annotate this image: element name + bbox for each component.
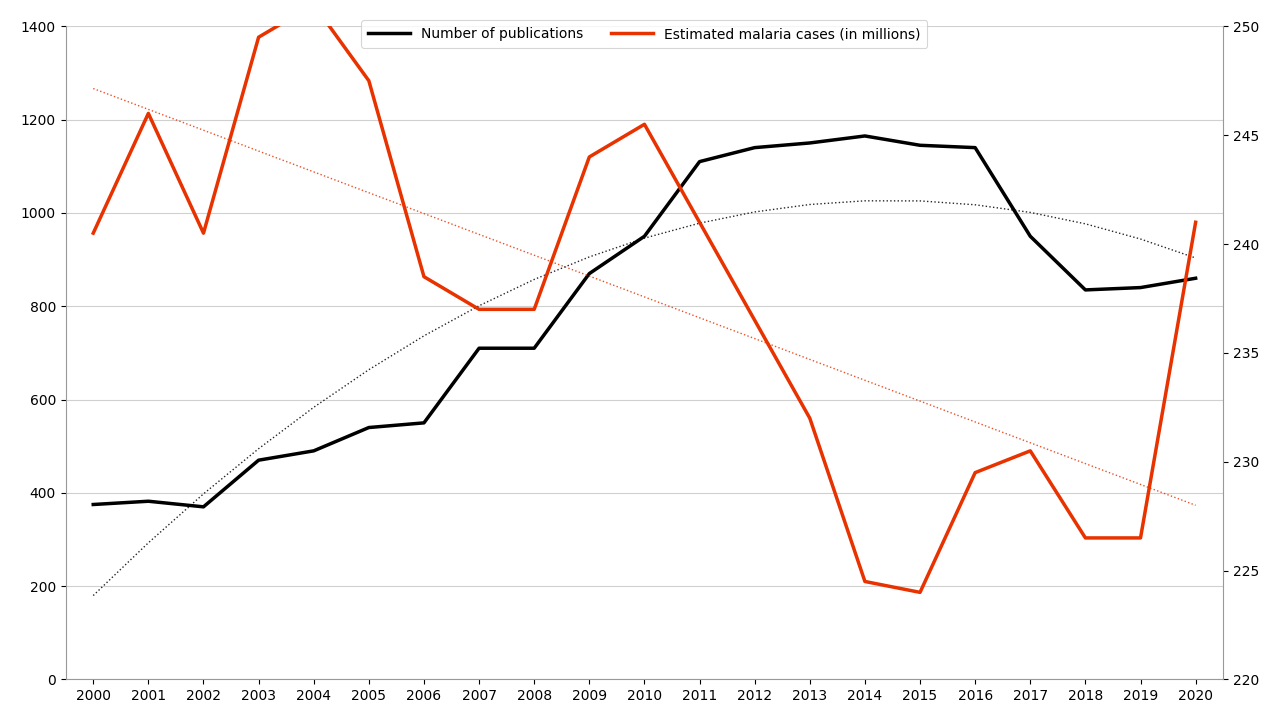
Estimated malaria cases (in millions) xyxy=(692,218,708,227)
Number of publications xyxy=(306,447,321,455)
Estimated malaria cases (in millions) xyxy=(251,33,266,41)
Estimated malaria cases (in millions) xyxy=(361,77,376,85)
Number of publications xyxy=(196,502,211,511)
Estimated malaria cases (in millions) xyxy=(526,305,541,313)
Estimated malaria cases (in millions) xyxy=(858,577,873,586)
Number of publications xyxy=(748,143,763,152)
Estimated malaria cases (in millions) xyxy=(471,305,486,313)
Number of publications xyxy=(1188,274,1203,282)
Estimated malaria cases (in millions) xyxy=(1133,534,1148,542)
Estimated malaria cases (in millions) xyxy=(636,120,652,129)
Estimated malaria cases (in millions) xyxy=(1078,534,1093,542)
Number of publications xyxy=(141,497,156,505)
Number of publications xyxy=(471,344,486,353)
Number of publications xyxy=(692,157,708,166)
Estimated malaria cases (in millions) xyxy=(416,272,431,281)
Number of publications xyxy=(1023,232,1038,240)
Estimated malaria cases (in millions) xyxy=(1188,218,1203,227)
Estimated malaria cases (in millions) xyxy=(86,229,101,237)
Number of publications xyxy=(636,232,652,240)
Line: Estimated malaria cases (in millions): Estimated malaria cases (in millions) xyxy=(93,4,1196,592)
Estimated malaria cases (in millions) xyxy=(913,588,928,597)
Number of publications xyxy=(86,500,101,509)
Number of publications xyxy=(1078,285,1093,294)
Number of publications xyxy=(803,138,818,147)
Legend: Number of publications, Estimated malaria cases (in millions): Number of publications, Estimated malari… xyxy=(361,20,928,48)
Number of publications xyxy=(968,143,983,152)
Line: Number of publications: Number of publications xyxy=(93,136,1196,507)
Estimated malaria cases (in millions) xyxy=(306,0,321,9)
Estimated malaria cases (in millions) xyxy=(1023,447,1038,455)
Number of publications xyxy=(913,141,928,150)
Estimated malaria cases (in millions) xyxy=(748,316,763,324)
Estimated malaria cases (in millions) xyxy=(803,414,818,423)
Estimated malaria cases (in millions) xyxy=(581,153,596,161)
Number of publications xyxy=(858,132,873,140)
Estimated malaria cases (in millions) xyxy=(141,109,156,118)
Number of publications xyxy=(1133,283,1148,292)
Estimated malaria cases (in millions) xyxy=(196,229,211,237)
Number of publications xyxy=(581,269,596,278)
Number of publications xyxy=(526,344,541,353)
Estimated malaria cases (in millions) xyxy=(968,468,983,477)
Number of publications xyxy=(251,456,266,465)
Number of publications xyxy=(361,424,376,432)
Number of publications xyxy=(416,418,431,427)
